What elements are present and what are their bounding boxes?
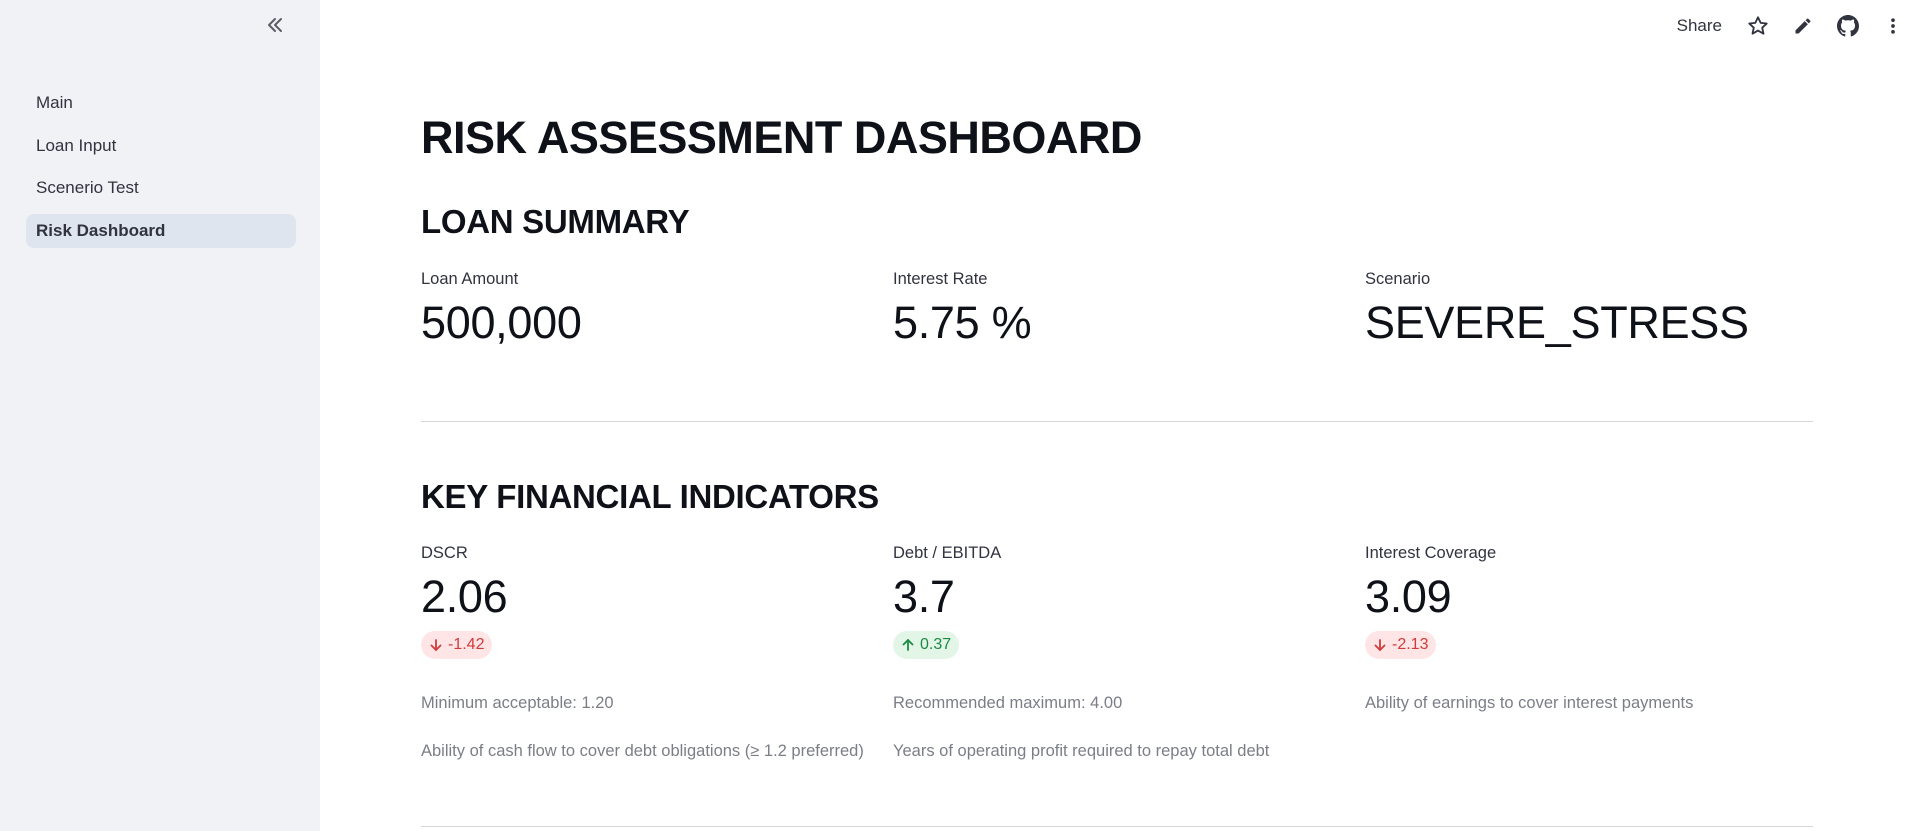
metric-delta: -1.42 bbox=[421, 631, 493, 659]
sidebar-item-loan-input[interactable]: Loan Input bbox=[26, 129, 296, 163]
collapse-sidebar-button[interactable] bbox=[262, 12, 288, 38]
interest-coverage-caption: Ability of earnings to cover interest pa… bbox=[1365, 694, 1694, 712]
sidebar-item-scenerio-test[interactable]: Scenerio Test bbox=[26, 171, 296, 205]
share-button[interactable]: Share bbox=[1676, 16, 1722, 35]
github-icon bbox=[1837, 15, 1859, 37]
metric-interest-rate: Interest Rate 5.75 % bbox=[893, 270, 1353, 349]
metric-value: 5.75 % bbox=[893, 297, 1032, 348]
more-vertical-icon bbox=[1891, 18, 1895, 34]
star-icon bbox=[1748, 16, 1768, 35]
metric-label: Interest Coverage bbox=[1365, 544, 1497, 562]
dscr-caption-description: Ability of cash flow to cover debt oblig… bbox=[421, 742, 864, 760]
metric-label: Scenario bbox=[1365, 270, 1431, 288]
arrow-down-icon bbox=[430, 639, 442, 651]
arrow-down-icon bbox=[1374, 639, 1386, 651]
pencil-icon bbox=[1795, 18, 1811, 34]
sidebar-item-main[interactable]: Main bbox=[26, 86, 296, 120]
loan-summary-heading: LOAN SUMMARY bbox=[421, 203, 690, 240]
metric-loan-amount: Loan Amount 500,000 bbox=[421, 270, 881, 349]
dscr-caption-minimum: Minimum acceptable: 1.20 bbox=[421, 694, 614, 712]
metric-label: Debt / EBITDA bbox=[893, 544, 1002, 562]
edit-button[interactable] bbox=[1791, 14, 1815, 38]
metric-label: DSCR bbox=[421, 544, 468, 562]
metric-value: SEVERE_STRESS bbox=[1365, 297, 1749, 348]
metric-label: Loan Amount bbox=[421, 270, 519, 288]
sidebar-item-label: Loan Input bbox=[36, 135, 117, 155]
divider bbox=[421, 421, 1813, 422]
sidebar-item-risk-dashboard[interactable]: Risk Dashboard bbox=[26, 213, 296, 248]
metric-value: 3.09 bbox=[1365, 571, 1452, 622]
debt-ebitda-caption-description: Years of operating profit required to re… bbox=[893, 742, 1270, 760]
metric-interest-coverage: Interest Coverage 3.09 -2.13 bbox=[1365, 544, 1825, 659]
metric-value: 3.7 bbox=[893, 571, 955, 622]
sidebar-item-label: Risk Dashboard bbox=[36, 220, 166, 240]
page-title: RISK ASSESSMENT DASHBOARD bbox=[421, 112, 1142, 163]
star-button[interactable] bbox=[1746, 14, 1770, 38]
key-indicators-heading: KEY FINANCIAL INDICATORS bbox=[421, 478, 879, 515]
divider bbox=[421, 826, 1813, 827]
sidebar-item-label: Scenerio Test bbox=[36, 178, 139, 197]
metric-delta: -2.13 bbox=[1365, 631, 1437, 659]
metric-delta-value: -1.42 bbox=[448, 636, 485, 653]
github-button[interactable] bbox=[1836, 14, 1860, 38]
arrow-up-icon bbox=[902, 639, 914, 651]
metric-value: 500,000 bbox=[421, 297, 582, 348]
debt-ebitda-caption-maximum: Recommended maximum: 4.00 bbox=[893, 694, 1123, 712]
chevrons-left-icon bbox=[268, 18, 282, 32]
metric-delta: 0.37 bbox=[893, 631, 960, 659]
sidebar: Main Loan Input Scenerio Test Risk Dashb… bbox=[0, 0, 320, 831]
metric-debt-ebitda: Debt / EBITDA 3.7 0.37 bbox=[893, 544, 1353, 659]
metric-dscr: DSCR 2.06 -1.42 bbox=[421, 544, 881, 659]
metric-delta-value: -2.13 bbox=[1392, 636, 1429, 653]
sidebar-nav: Main Loan Input Scenerio Test Risk Dashb… bbox=[26, 86, 296, 256]
metric-delta-value: 0.37 bbox=[920, 636, 952, 653]
metric-value: 2.06 bbox=[421, 571, 508, 622]
sidebar-item-label: Main bbox=[36, 93, 73, 112]
app-header: Share bbox=[1677, 0, 1919, 52]
metric-scenario: Scenario SEVERE_STRESS bbox=[1365, 270, 1825, 349]
main-menu-button[interactable] bbox=[1881, 14, 1905, 38]
metric-label: Interest Rate bbox=[893, 270, 988, 288]
